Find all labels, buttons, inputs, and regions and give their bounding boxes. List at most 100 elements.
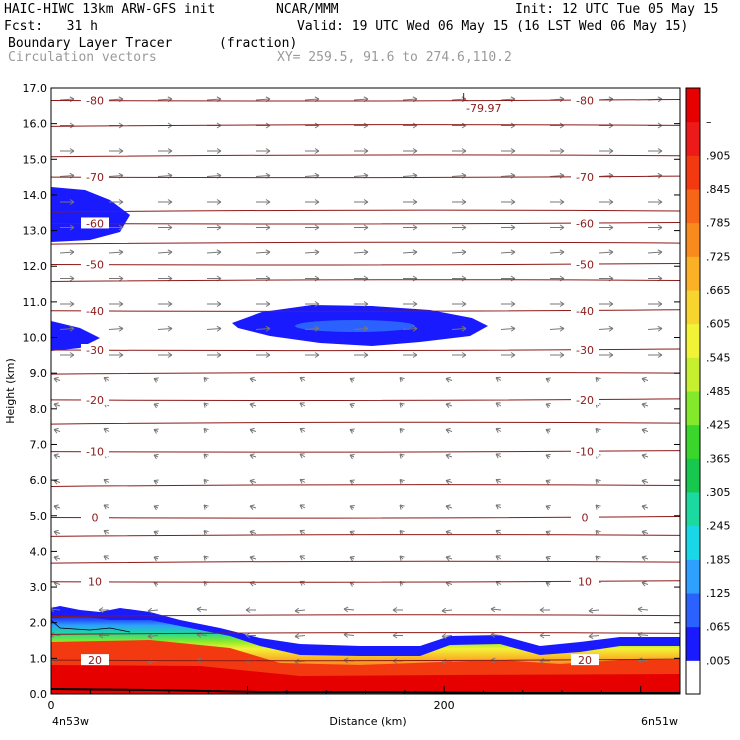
contour-label-bg — [81, 654, 109, 666]
circulation-arrow — [588, 607, 600, 614]
circulation-arrow — [399, 504, 405, 510]
circulation-arrow — [495, 453, 502, 459]
colorbar-swatch — [686, 290, 700, 325]
circulation-arrow — [249, 427, 257, 434]
circulation-arrow — [203, 504, 209, 510]
circulation-arrow — [501, 148, 516, 154]
circulation-arrow — [545, 479, 551, 485]
tracer-contour-black — [51, 619, 131, 633]
circulation-arrow — [599, 352, 614, 358]
colorbar-label: .725 — [706, 250, 731, 263]
circulation-arrow — [147, 633, 159, 640]
tracer-dark-red — [51, 665, 680, 694]
colorbar-swatch — [686, 458, 700, 493]
circulation-arrow — [349, 505, 355, 511]
contour-label-bg — [81, 304, 109, 316]
contour-label: -60 — [576, 217, 594, 230]
colorbar-swatch — [686, 256, 700, 291]
circulation-arrow — [641, 580, 649, 587]
contour-label-bg — [81, 94, 109, 106]
circulation-arrow — [349, 479, 355, 485]
circulation-arrow — [349, 556, 355, 562]
circulation-arrow — [299, 529, 306, 535]
y-tick-label: 17.0 — [23, 82, 48, 95]
circulation-arrow — [157, 249, 173, 256]
x-axis: 0 200 — [48, 686, 681, 712]
temperature-contour — [51, 154, 680, 158]
circulation-arrow — [550, 224, 565, 231]
circulation-arrow — [203, 555, 209, 561]
circulation-arrow — [256, 352, 271, 358]
circulation-arrow — [255, 249, 271, 256]
circulation-arrow — [299, 478, 306, 484]
circulation-arrow — [403, 301, 418, 307]
circulation-arrow — [451, 325, 467, 332]
contour-label-bg — [81, 445, 109, 457]
contour-label: 0 — [92, 512, 99, 525]
contour-label: -20 — [576, 394, 594, 407]
colorbar-swatch — [686, 391, 700, 426]
circulation-arrow — [294, 607, 306, 614]
circulation-arrow — [59, 249, 75, 256]
circulation-arrow — [53, 529, 61, 536]
colorbar-label: .185 — [706, 553, 731, 566]
init-time: Init: 12 UTC Tue 05 May 15 — [515, 2, 719, 17]
circulation-arrow — [495, 402, 502, 408]
y-tick-label: 0.0 — [30, 688, 48, 701]
circulation-arrow — [153, 505, 159, 511]
circulation-arrow — [60, 224, 75, 231]
circulation-arrow — [109, 224, 124, 231]
y-tick-label: 12.0 — [23, 260, 48, 273]
circulation-arrow — [103, 427, 110, 433]
circulation-arrow — [501, 224, 516, 231]
contour-label: -60 — [86, 217, 104, 230]
circulation-arrow — [501, 352, 516, 358]
circulation-arrow — [103, 555, 110, 561]
circulation-arrow — [495, 504, 502, 510]
circulation-arrow — [53, 453, 61, 459]
colorbar: .005 .065 .125 .185 .245 .305 .365 .425 .485 .545… — [685, 87, 731, 695]
circulation-arrow — [299, 376, 306, 382]
circulation-arrow — [153, 454, 159, 460]
circulation-arrow — [641, 478, 649, 485]
circulation-arrow — [445, 504, 453, 510]
circulation-arrow — [299, 453, 306, 459]
colorbar-label: – — [706, 116, 712, 129]
contour-label-bg — [81, 393, 109, 405]
temperature-contour — [51, 614, 680, 618]
circulation-arrow — [256, 148, 271, 154]
circulation-arrow — [545, 377, 551, 383]
temperature-contour — [51, 421, 680, 425]
circulation-arrow — [452, 199, 467, 205]
circulation-arrow — [305, 148, 320, 154]
y-tick-label: 9.0 — [30, 367, 48, 380]
circulation-arrow — [392, 607, 403, 613]
circulation-arrow — [354, 352, 369, 358]
circulation-arrow — [647, 249, 663, 256]
contour-label-bg — [571, 171, 599, 183]
circulation-arrow — [451, 249, 467, 256]
upper-tracer-blob-left-low — [51, 321, 100, 351]
contour-label: -40 — [86, 305, 104, 318]
circulation-arrow — [109, 352, 124, 358]
circulation-arrow — [147, 607, 159, 614]
circulation-arrow — [158, 301, 173, 307]
colorbar-swatch — [686, 559, 700, 594]
circulation-arrow — [294, 633, 306, 640]
colorbar-swatch — [686, 189, 700, 224]
contour-label: 10 — [578, 576, 592, 589]
contour-label: 20 — [88, 654, 102, 667]
temperature-contour — [51, 560, 680, 564]
circulation-arrow — [545, 556, 551, 562]
circulation-arrow — [256, 199, 271, 205]
circulation-arrow — [641, 555, 649, 561]
circulation-arrow — [595, 555, 601, 561]
y-tick-label: 11.0 — [23, 296, 48, 309]
contour-label-bg — [571, 575, 599, 587]
circulation-arrow — [305, 301, 320, 307]
circulation-arrow — [648, 148, 663, 154]
circulation-arrow — [153, 556, 159, 562]
circulation-arrow — [445, 427, 453, 434]
forecast-hour: Fcst: 31 h — [4, 19, 98, 34]
circulation-arrow — [402, 249, 418, 256]
